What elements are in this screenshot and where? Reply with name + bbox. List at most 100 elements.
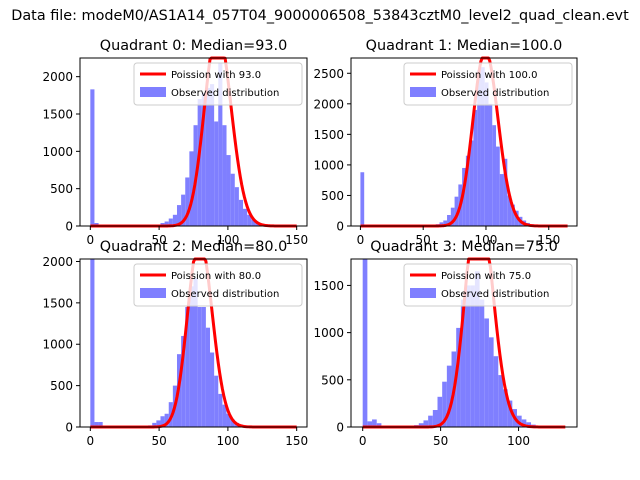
y-tick-label: 0 [65,421,73,435]
legend: Poission with 100.0 Observed distribution [403,62,573,106]
histogram-bar [197,99,202,226]
y-tick-label: 500 [321,189,344,203]
y-tick-label: 2000 [313,97,344,111]
legend-label: Poission with 75.0 [441,271,531,282]
y-tick-label: 1000 [313,326,344,340]
legend-label: Observed distribution [441,289,549,300]
x-tick-label: 0 [86,233,94,247]
histogram-bar [511,204,515,226]
x-tick-label: 150 [285,233,308,247]
axes-frame [350,258,578,428]
histogram-bar [499,174,504,226]
x-tick-label: 100 [216,434,239,448]
y-tick-label: 1500 [42,108,73,122]
legend-label: Poission with 80.0 [171,271,261,282]
x-tick-label: 100 [475,233,498,247]
histogram-bar [456,327,461,427]
histogram-bar [507,195,512,226]
histogram-bar [222,125,227,226]
x-tick-label: 50 [151,233,166,247]
histogram-bar [152,422,157,427]
x-tick-label: 0 [359,434,367,448]
histogram-bar [362,259,368,427]
histogram-bar [479,299,485,427]
axes-frame [79,57,308,227]
y-tick-label: 0 [336,421,344,435]
histogram-bar [446,365,452,427]
histogram-bar [480,67,485,226]
histogram-bar [470,285,475,427]
histogram-bar [185,307,190,427]
histogram-bar [442,381,447,427]
histogram-bar [181,335,186,427]
histogram-bar [243,208,248,226]
histogram-bar [503,158,508,226]
subplot-title: Quadrant 1: Median=100.0 [366,38,563,54]
histogram-bar [507,400,513,427]
legend-patch-swatch [410,288,436,298]
legend-box [133,263,303,307]
histogram-bar [376,423,382,427]
histogram-bar [90,89,95,226]
histogram-bar [214,375,219,427]
subplot-title: Quadrant 3: Median=75.0 [370,239,558,255]
y-tick-label: 500 [50,379,73,393]
histogram-bar [210,352,215,427]
x-tick-label: 0 [357,233,365,247]
histogram-bar [447,215,451,226]
legend-label: Observed distribution [171,88,279,99]
histogram-bar [423,420,429,427]
x-tick-label: 150 [537,233,560,247]
x-tick-label: 0 [86,434,94,448]
subplot-title: Quadrant 2: Median=80.0 [100,239,288,255]
histogram-bar [214,121,219,226]
histogram-bar [432,410,438,427]
figure-suptitle: Data file: modeM0/AS1A14_057T04_90000065… [11,8,629,24]
y-tick-label: 1500 [313,128,344,142]
histogram-bar [185,177,190,226]
histogram-bar [484,318,489,427]
histogram-bar [218,393,223,427]
histogram-bar [428,415,433,427]
y-tick-label: 1000 [42,338,73,352]
histogram-bar [234,187,239,226]
legend-patch-swatch [140,288,166,298]
histogram-bar [251,219,256,226]
histogram-bar [176,205,182,226]
histogram-bar [496,146,500,226]
histogram-bar [164,413,169,427]
histogram-bar [521,419,527,427]
histogram-bar [469,140,474,226]
x-tick-label: 50 [151,434,166,448]
histogram-bar [474,271,480,427]
histogram-bar [226,155,231,226]
histogram-bar [205,87,211,227]
histogram-bar [367,421,373,427]
legend-label: Poission with 100.0 [441,70,537,81]
y-tick-label: 500 [321,373,344,387]
histogram-bar [189,286,194,427]
legend: Poission with 93.0 Observed distribution [133,62,303,106]
legend-label: Poission with 93.0 [171,70,261,81]
legend-box [133,62,303,106]
histogram-bar [90,259,95,427]
histogram-bar [498,375,503,427]
x-tick-label: 50 [416,233,431,247]
histogram-bar [226,413,231,427]
histogram-bar [450,207,455,226]
histogram-bar [181,194,186,226]
histogram-bar [201,93,206,226]
x-tick-label: 100 [507,434,530,448]
histogram-bar [484,82,489,226]
histogram-bar [230,419,235,427]
histogram-bar [201,307,206,427]
legend-label: Observed distribution [441,88,549,99]
legend-label: Observed distribution [171,289,279,300]
histogram-bar [94,422,99,427]
histogram-bar [197,307,202,427]
